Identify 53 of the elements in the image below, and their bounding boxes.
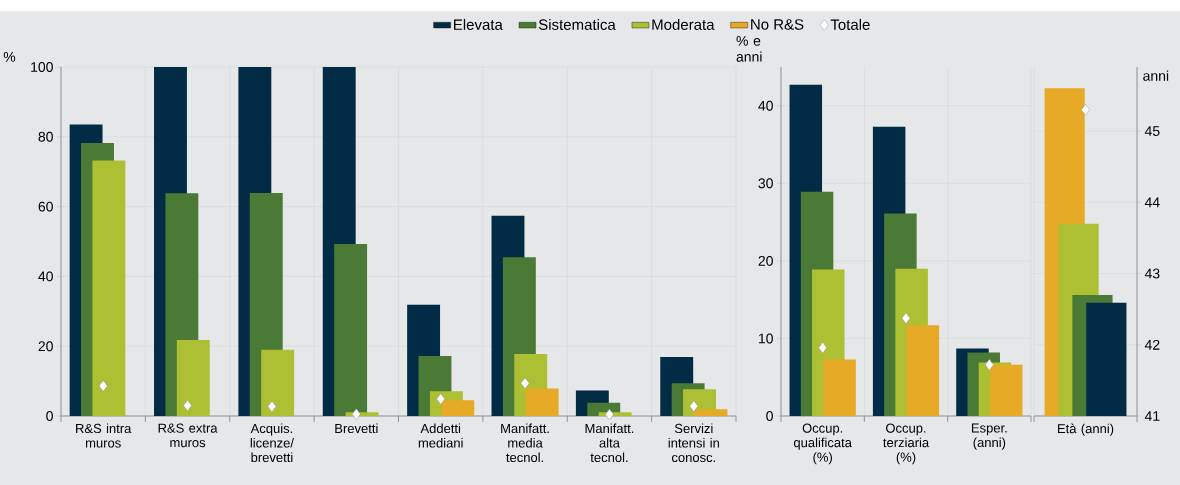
y-tick-label: 0 — [46, 411, 53, 421]
bar — [334, 243, 368, 416]
point — [351, 408, 361, 420]
x-tick-label: Manifatt. alta tecnol. — [585, 423, 634, 463]
bar — [525, 388, 559, 416]
y-tick-label: 100 — [31, 62, 53, 72]
bar — [441, 400, 475, 416]
y-axis-title: % e anni — [736, 35, 762, 62]
y2-tick-label: 44 — [1144, 197, 1160, 208]
y2-tick-label: 42 — [1144, 339, 1160, 350]
y-tick-label: 40 — [758, 100, 773, 111]
bar — [261, 349, 295, 416]
bar — [989, 364, 1023, 416]
bar — [823, 359, 856, 416]
x-tick-label: Acquis. licenze/ brevetti — [250, 423, 294, 463]
y2-tick-label: 41 — [1144, 411, 1160, 421]
y-tick-label: 40 — [38, 271, 53, 282]
point — [901, 312, 911, 324]
legend-label: Moderata — [652, 18, 715, 30]
y-tick-label: 30 — [758, 178, 773, 189]
point — [985, 359, 994, 371]
y-tick-label: 10 — [758, 333, 773, 344]
y-tick-label: 20 — [38, 341, 53, 352]
bar — [176, 339, 210, 416]
y-tick-label: 60 — [38, 201, 53, 212]
x-tick-label: Addetti mediani — [418, 423, 463, 448]
y2-tick-label: 45 — [1144, 126, 1160, 136]
y2-axis-title: anni — [1143, 70, 1169, 81]
bar — [694, 409, 728, 416]
x-tick-label: Occup. qualificata (%) — [793, 423, 852, 465]
y-tick-label: 0 — [766, 411, 773, 421]
y-tick-label: 80 — [38, 131, 53, 142]
x-tick-label: Esper. (anni) — [971, 423, 1007, 450]
x-tick-label: Manifatt. media tecnol. — [501, 423, 549, 463]
legend-label: No R&S — [751, 19, 804, 30]
legend-label: Elevata — [454, 18, 503, 30]
bar — [906, 325, 940, 416]
point — [818, 342, 827, 354]
point — [520, 377, 530, 389]
x-tick-label: Servizi intensi in conosc. — [668, 423, 719, 463]
x-tick-label: Occup. terziaria (%) — [883, 423, 930, 465]
x-tick-label: Età (anni) — [1058, 423, 1114, 436]
x-tick-label: Brevetti — [335, 423, 378, 434]
point — [98, 380, 108, 392]
x-tick-label: R&S intra muros — [76, 423, 132, 448]
point — [267, 400, 277, 413]
x-tick-label: R&S extra muros — [158, 423, 218, 448]
bar — [92, 160, 126, 416]
legend-label: Sistematica — [538, 18, 616, 30]
legend-label: Totale — [830, 18, 870, 30]
y2-tick-label: 43 — [1144, 268, 1160, 279]
y-tick-label: 20 — [758, 255, 773, 266]
y-axis-title: % — [3, 51, 16, 62]
